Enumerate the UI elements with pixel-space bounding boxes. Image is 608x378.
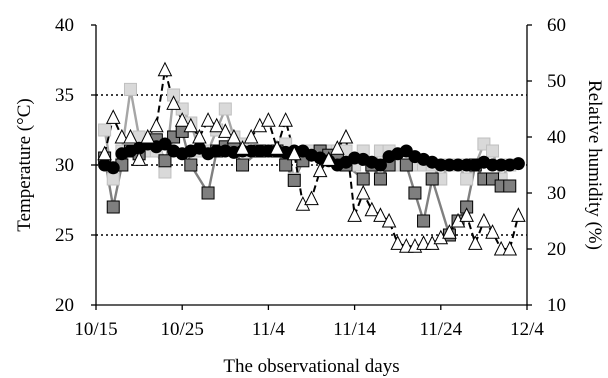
x-tick-label: 12/4 — [510, 319, 544, 340]
data-point-circle — [373, 158, 387, 172]
data-point-triangle — [235, 140, 250, 155]
data-point-square — [408, 186, 422, 200]
data-point-triangle — [209, 117, 224, 133]
data-point-triangle — [140, 128, 156, 144]
data-point-triangle — [105, 109, 121, 124]
data-point-triangle — [166, 95, 181, 110]
x-tick-label: 10/15 — [74, 319, 117, 340]
data-point-square — [399, 158, 413, 172]
data-point-triangle — [131, 151, 147, 166]
x-tick-label: 11/24 — [420, 319, 463, 340]
data-point-square-light — [123, 82, 137, 96]
data-point-square-light — [158, 165, 172, 179]
data-point-triangle — [321, 151, 337, 166]
data-point-square-light — [460, 172, 474, 186]
data-point-triangle — [243, 128, 259, 144]
data-point-triangle — [286, 145, 302, 161]
y-tick-label: 25 — [55, 225, 74, 246]
data-point-triangle — [502, 240, 518, 256]
y-tick-label: 30 — [55, 155, 74, 176]
data-point-circle — [511, 157, 525, 171]
data-point-triangle — [459, 207, 474, 222]
series-markers — [97, 61, 526, 256]
y-tick-label: 35 — [55, 85, 74, 106]
data-point-triangle — [174, 112, 190, 127]
data-point-square — [503, 179, 517, 193]
tick-labels: 10/15 10/25 11/4 11/14 11/24 12/4 20 25 30 35 40 10… — [55, 15, 566, 340]
data-point-square — [356, 172, 370, 186]
data-point-triangle — [442, 224, 457, 239]
data-point-triangle — [381, 212, 397, 228]
y2-tick-label: 50 — [547, 71, 566, 92]
data-point-triangle — [157, 61, 173, 77]
y-axis-title: Temperature (°C) — [14, 98, 35, 231]
data-point-circle — [158, 137, 172, 151]
data-point-triangle — [217, 123, 233, 138]
data-point-triangle — [476, 212, 492, 228]
data-point-triangle — [511, 207, 526, 222]
data-point-triangle — [269, 140, 285, 155]
data-point-triangle — [149, 117, 164, 133]
data-point-triangle — [355, 184, 371, 200]
data-point-square — [201, 186, 215, 200]
data-point-triangle — [338, 128, 354, 144]
y-tick-label: 20 — [55, 295, 74, 316]
y2-tick-label: 40 — [547, 127, 566, 148]
data-point-triangle — [123, 128, 138, 144]
data-point-square — [236, 158, 250, 172]
x-tick-label: 11/14 — [333, 319, 376, 340]
axes — [91, 24, 532, 310]
x-tick-label: 10/25 — [161, 319, 204, 340]
data-point-triangle — [467, 235, 483, 250]
data-point-square — [417, 214, 431, 228]
data-point-square — [373, 172, 387, 186]
x-axis-title: The observational days — [223, 356, 399, 377]
data-point-triangle — [278, 112, 293, 127]
data-point-square-light — [98, 123, 112, 137]
data-point-triangle — [200, 112, 216, 127]
data-point-square — [184, 158, 198, 172]
y-tick-label: 40 — [55, 15, 74, 36]
x-tick-label: 11/4 — [252, 319, 286, 340]
data-point-square — [279, 158, 293, 172]
data-point-triangle — [347, 207, 362, 222]
data-point-circle — [106, 161, 120, 175]
data-point-triangle — [304, 190, 319, 206]
y2-tick-label: 30 — [547, 183, 566, 204]
data-point-triangle — [373, 207, 388, 222]
data-point-square-light — [106, 172, 120, 186]
data-point-triangle — [261, 112, 276, 127]
data-point-square-light — [486, 144, 500, 158]
y2-tick-label: 20 — [547, 239, 566, 260]
data-point-square — [106, 200, 120, 214]
data-point-square-light — [218, 102, 232, 116]
y2-tick-label: 10 — [547, 295, 566, 316]
data-point-triangle — [330, 140, 345, 155]
data-point-triangle — [183, 117, 199, 133]
y2-axis-title: Relative humidity (%) — [584, 80, 605, 250]
data-point-triangle — [192, 128, 207, 144]
data-point-square — [425, 172, 439, 186]
data-point-triangle — [364, 201, 380, 217]
data-point-triangle — [97, 145, 112, 161]
data-point-triangle — [312, 162, 328, 178]
data-point-triangle — [390, 235, 406, 250]
data-point-triangle — [485, 224, 500, 239]
data-point-square — [158, 154, 172, 168]
y2-tick-label: 60 — [547, 15, 566, 36]
data-point-square — [287, 173, 301, 187]
data-point-triangle — [226, 128, 242, 144]
